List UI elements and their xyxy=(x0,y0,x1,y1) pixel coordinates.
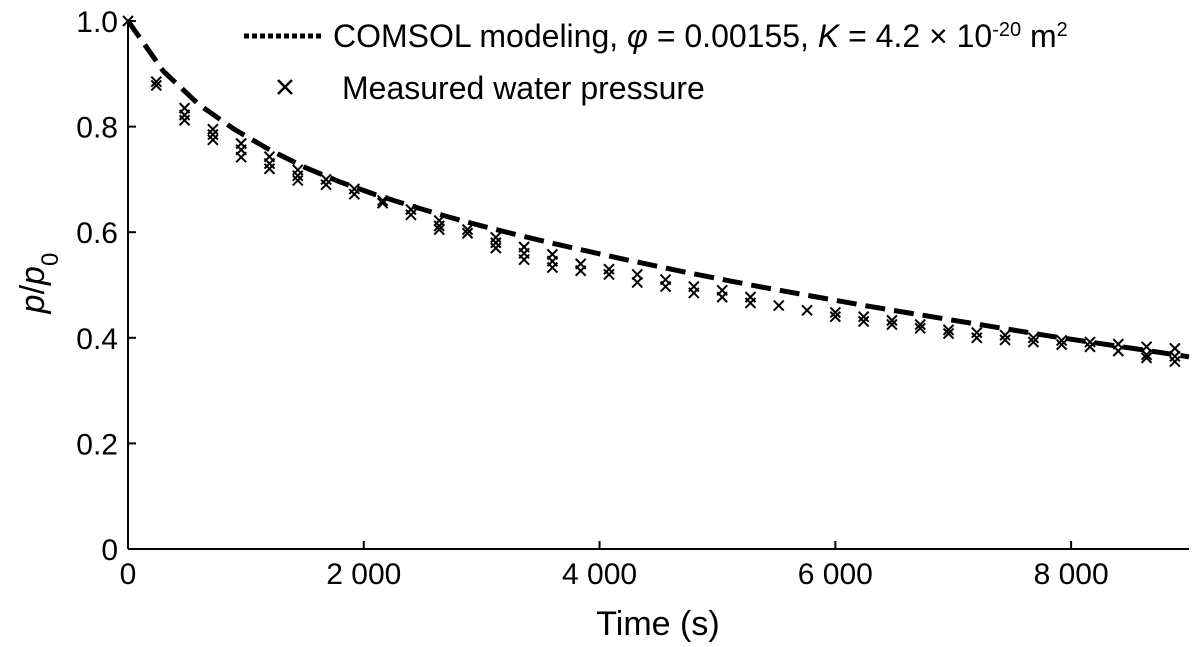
y-tick-label: 1.0 xyxy=(76,6,118,39)
measured-point xyxy=(433,220,445,232)
measured-point xyxy=(1140,352,1153,364)
measured-point xyxy=(263,157,276,170)
measured-point xyxy=(1027,336,1040,348)
x-tick-label: 6 000 xyxy=(798,558,873,591)
legend-measured-label: Measured water pressure xyxy=(342,70,705,106)
measured-point xyxy=(292,169,304,182)
measured-point xyxy=(150,79,163,92)
measured-point xyxy=(971,332,983,344)
x-axis-title: Time (s) xyxy=(596,605,719,643)
measured-point xyxy=(376,197,389,209)
measured-point xyxy=(603,263,615,275)
x-tick-label: 0 xyxy=(120,558,137,591)
series-comsol-line xyxy=(125,19,1190,360)
measured-point xyxy=(829,310,842,323)
measured-point xyxy=(603,268,615,281)
y-tick-label: 0.4 xyxy=(76,323,118,356)
x-tick-label: 4 000 xyxy=(562,558,637,591)
measured-point xyxy=(490,231,502,244)
measured-point xyxy=(235,151,247,163)
measured-point xyxy=(659,280,672,293)
measured-point xyxy=(207,134,219,146)
measured-point xyxy=(942,327,955,340)
measured-point xyxy=(716,291,728,303)
measured-point xyxy=(490,242,502,254)
measured-point xyxy=(207,128,219,141)
y-tick-label: 0 xyxy=(101,534,118,567)
measured-point xyxy=(1084,336,1096,348)
measured-point xyxy=(320,173,332,186)
measured-point xyxy=(1055,334,1068,347)
axes: 0 0.2 0.4 0.6 0.8 1.0 0 2 000 4 000 6 000 8 000 xyxy=(76,6,1189,591)
measured-point xyxy=(207,123,219,135)
measured-point xyxy=(1140,348,1153,361)
measured-point xyxy=(178,109,191,121)
measured-point xyxy=(971,326,983,339)
measured-point xyxy=(1084,341,1096,353)
measured-point xyxy=(744,297,757,309)
measured-point xyxy=(461,227,474,239)
y-tick-label: 0.6 xyxy=(76,217,118,250)
measured-point xyxy=(801,304,813,317)
measured-point xyxy=(886,318,898,331)
measured-point xyxy=(1055,338,1068,351)
measured-point xyxy=(292,174,304,187)
measured-point xyxy=(546,261,559,274)
measured-point xyxy=(178,114,191,126)
measured-point xyxy=(773,299,785,312)
y-tick-label: 0.2 xyxy=(76,428,118,461)
measured-point xyxy=(688,287,700,299)
measured-point xyxy=(999,334,1011,346)
measured-point xyxy=(942,324,955,336)
x-tick-label: 8 000 xyxy=(1034,558,1109,591)
measured-point xyxy=(150,76,163,88)
measured-point xyxy=(631,276,643,289)
measured-point xyxy=(914,322,926,335)
legend-measured-marker xyxy=(277,79,293,95)
measured-point xyxy=(518,253,530,266)
y-tick-label: 0.8 xyxy=(76,112,118,145)
measured-point xyxy=(433,223,445,236)
measured-point xyxy=(829,306,842,319)
measured-point xyxy=(376,194,389,207)
measured-point xyxy=(886,314,898,327)
measured-point xyxy=(1169,355,1181,368)
measured-point xyxy=(263,163,276,175)
measured-point xyxy=(1169,350,1181,362)
x-tick-label: 2 000 xyxy=(326,558,401,591)
plot-marks xyxy=(122,15,1190,368)
measured-point xyxy=(857,310,870,323)
measured-point xyxy=(433,214,445,227)
measured-point xyxy=(461,223,474,236)
measured-point xyxy=(1027,332,1040,344)
measured-point xyxy=(999,329,1011,341)
measured-point xyxy=(320,178,332,191)
legend: COMSOL modeling, φ = 0.00155, K = 4.2 × … xyxy=(244,18,1068,106)
measured-point xyxy=(405,209,417,221)
measured-point xyxy=(574,265,587,277)
measured-point xyxy=(857,315,870,328)
measured-point xyxy=(348,188,361,200)
measured-point xyxy=(1112,345,1124,357)
measured-point xyxy=(490,237,502,249)
y-axis-title: p/p0 xyxy=(14,253,64,315)
measured-point xyxy=(914,318,926,331)
legend-model-label: COMSOL modeling, φ = 0.00155, K = 4.2 × … xyxy=(333,18,1068,54)
measured-point xyxy=(405,203,417,216)
